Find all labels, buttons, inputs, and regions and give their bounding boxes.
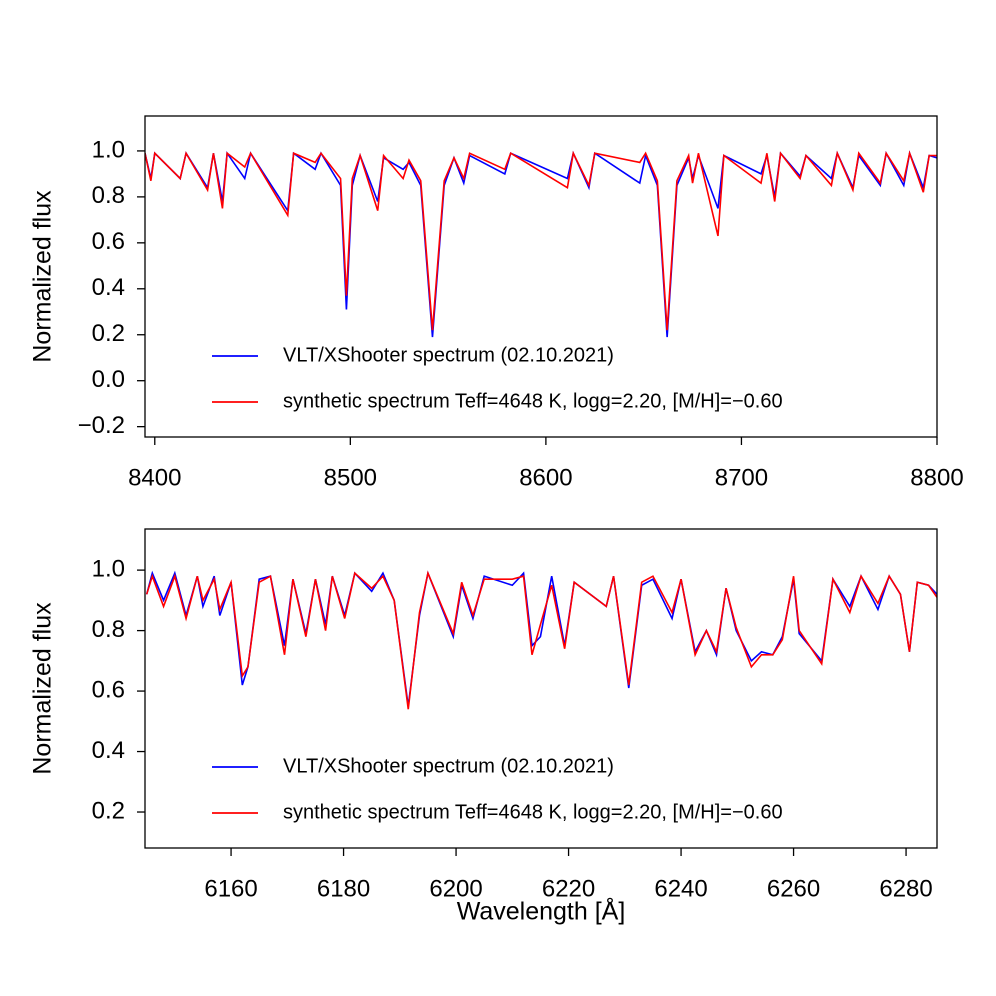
x-tick-label: 8400 <box>128 464 181 491</box>
y-tick-label: 0.8 <box>92 616 125 643</box>
x-tick-label: 8500 <box>324 464 377 491</box>
y-tick-label: 0.4 <box>92 274 125 301</box>
y-tick-label: 1.0 <box>92 136 125 163</box>
y-axis-label: Normalized flux <box>29 602 57 775</box>
y-tick-label: 0.6 <box>92 676 125 703</box>
y-axis-label: Normalized flux <box>29 190 57 363</box>
x-tick-label: 6240 <box>654 875 707 902</box>
y-tick-label: 0.4 <box>92 737 125 764</box>
y-tick-label: 0.2 <box>92 797 125 824</box>
legend-label: VLT/XShooter spectrum (02.10.2021) <box>283 344 614 366</box>
y-tick-label: 0.6 <box>92 228 125 255</box>
spectrum-line <box>145 570 937 710</box>
y-tick-label: 0.0 <box>92 366 125 393</box>
spectrum-line <box>145 570 937 707</box>
spectrum-line <box>145 150 937 331</box>
x-tick-label: 6200 <box>429 875 482 902</box>
plot-frame <box>144 115 938 438</box>
y-tick-label: 0.2 <box>92 320 125 347</box>
y-tick-label: 0.8 <box>92 182 125 209</box>
spectrum-line <box>145 150 937 338</box>
x-axis-label: Wavelength [Å] <box>457 896 626 926</box>
legend-label: synthetic spectrum Teff=4648 K, logg=2.2… <box>283 801 783 823</box>
y-tick-label: −0.2 <box>78 412 125 439</box>
x-tick-label: 6260 <box>767 875 820 902</box>
x-tick-label: 8700 <box>715 464 768 491</box>
x-tick-label: 6160 <box>204 875 257 902</box>
x-tick-label: 6280 <box>879 875 932 902</box>
x-tick-label: 6220 <box>542 875 595 902</box>
legend-label: synthetic spectrum Teff=4648 K, logg=2.2… <box>283 390 783 412</box>
legend-label: VLT/XShooter spectrum (02.10.2021) <box>283 755 614 777</box>
x-tick-label: 8800 <box>910 464 963 491</box>
x-tick-label: 8600 <box>519 464 572 491</box>
x-tick-label: 6180 <box>317 875 370 902</box>
plot-frame <box>144 528 938 849</box>
y-tick-label: 1.0 <box>92 555 125 582</box>
